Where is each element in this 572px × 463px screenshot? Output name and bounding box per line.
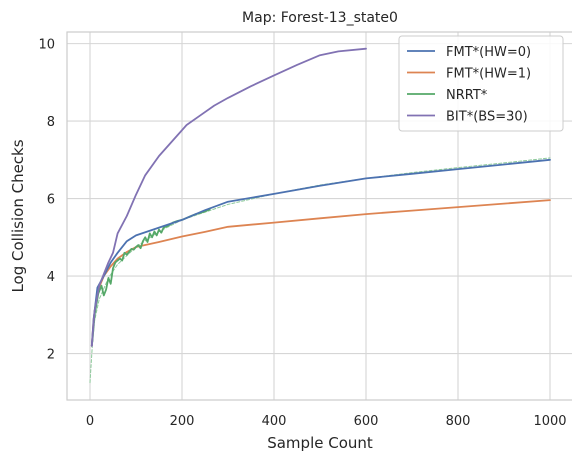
plot-frame [66, 31, 572, 401]
y-tick-label: 2 [47, 348, 55, 363]
series-line [90, 199, 551, 347]
legend-label: FMT*(HW=0) [446, 45, 531, 60]
chart-title: Map: Forest-13_state0 [242, 10, 398, 26]
y-tick-label: 4 [47, 270, 55, 285]
y-tick-label: 8 [47, 115, 55, 130]
legend-label: BIT*(BS=30) [446, 110, 528, 125]
series-layer [89, 47, 551, 384]
series-line [90, 47, 367, 347]
y-tick-label: 6 [47, 193, 55, 208]
y-axis-label: Log Collision Checks [9, 139, 27, 292]
legend-label: FMT*(HW=1) [446, 67, 531, 82]
series-line [90, 158, 551, 347]
x-axis-label: Sample Count [267, 434, 373, 452]
x-tick-label: 0 [86, 414, 94, 429]
reference-line [89, 157, 551, 384]
tick-labels: 0 200 400 600 800 1000 2 4 6 8 10 [38, 38, 566, 429]
x-tick-label: 800 [446, 414, 471, 429]
x-tick-label: 200 [170, 414, 195, 429]
legend-label: NRRT* [446, 88, 488, 103]
x-tick-label: 1000 [533, 414, 566, 429]
y-tick-label: 10 [38, 38, 55, 53]
x-tick-label: 600 [354, 414, 379, 429]
legend-box [398, 35, 564, 132]
legend: FMT*(HW=0) FMT*(HW=1) NRRT* BIT*(BS=30) [398, 35, 564, 132]
x-tick-label: 400 [262, 414, 287, 429]
